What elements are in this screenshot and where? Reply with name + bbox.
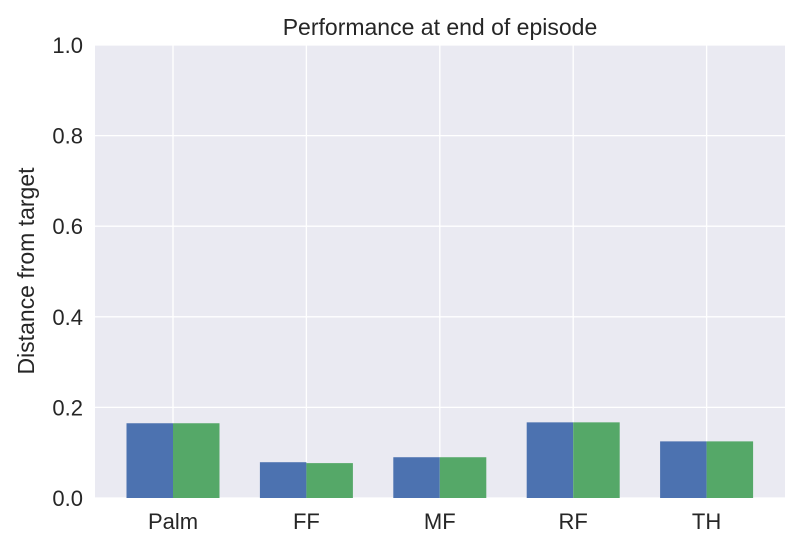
bar-series-2-rf	[573, 422, 620, 498]
y-tick-label: 0.0	[52, 486, 83, 511]
bar-series-1-palm	[126, 423, 173, 498]
bar-series-2-palm	[173, 423, 220, 498]
bar-series-1-ff	[259, 462, 307, 498]
chart-title: Performance at end of episode	[283, 14, 598, 40]
bar-series-2-mf	[439, 457, 487, 498]
x-tick-label: RF	[559, 509, 588, 534]
bar-series-2-ff	[306, 463, 353, 498]
y-tick-label: 0.6	[52, 214, 83, 239]
x-axis-ticks: Palm FF MF RF TH	[148, 509, 721, 534]
bar-series-2-th	[706, 441, 754, 498]
y-tick-label: 1.0	[52, 33, 83, 58]
y-axis-label: Distance from target	[13, 167, 39, 375]
y-tick-label: 0.4	[52, 305, 83, 330]
bars	[126, 422, 754, 498]
y-axis-ticks: 0.0 0.2 0.4 0.6 0.8 1.0	[52, 33, 83, 511]
bar-series-1-th	[660, 441, 707, 498]
x-tick-label: Palm	[148, 509, 198, 534]
x-tick-label: TH	[692, 509, 721, 534]
y-tick-label: 0.2	[52, 395, 83, 420]
y-tick-label: 0.8	[52, 124, 83, 149]
bar-series-1-mf	[393, 457, 440, 498]
x-tick-label: MF	[424, 509, 456, 534]
bar-series-1-rf	[526, 422, 574, 498]
x-tick-label: FF	[293, 509, 320, 534]
